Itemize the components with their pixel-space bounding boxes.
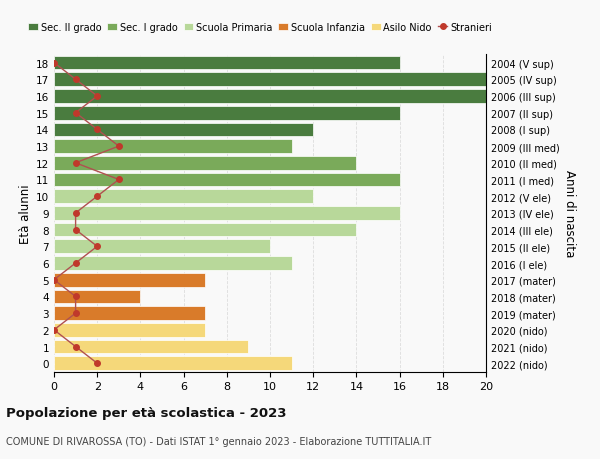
Bar bbox=[54, 157, 356, 170]
Y-axis label: Età alunni: Età alunni bbox=[19, 184, 32, 243]
Bar bbox=[54, 307, 205, 320]
Bar bbox=[54, 257, 292, 270]
Bar bbox=[54, 223, 356, 237]
Bar bbox=[54, 340, 248, 353]
Bar bbox=[54, 123, 313, 137]
Text: Popolazione per età scolastica - 2023: Popolazione per età scolastica - 2023 bbox=[6, 406, 287, 419]
Bar bbox=[54, 290, 140, 303]
Bar bbox=[54, 207, 400, 220]
Y-axis label: Anni di nascita: Anni di nascita bbox=[563, 170, 576, 257]
Bar bbox=[54, 106, 400, 120]
Bar bbox=[54, 190, 313, 204]
Text: COMUNE DI RIVAROSSA (TO) - Dati ISTAT 1° gennaio 2023 - Elaborazione TUTTITALIA.: COMUNE DI RIVAROSSA (TO) - Dati ISTAT 1°… bbox=[6, 436, 431, 446]
Legend: Sec. II grado, Sec. I grado, Scuola Primaria, Scuola Infanzia, Asilo Nido, Stran: Sec. II grado, Sec. I grado, Scuola Prim… bbox=[25, 19, 496, 37]
Bar bbox=[54, 323, 205, 337]
Bar bbox=[54, 90, 486, 104]
Bar bbox=[54, 173, 400, 187]
Bar bbox=[54, 273, 205, 287]
Bar bbox=[54, 240, 270, 254]
Bar bbox=[54, 357, 292, 370]
Bar bbox=[54, 140, 292, 154]
Bar bbox=[54, 73, 486, 87]
Bar bbox=[54, 56, 400, 70]
